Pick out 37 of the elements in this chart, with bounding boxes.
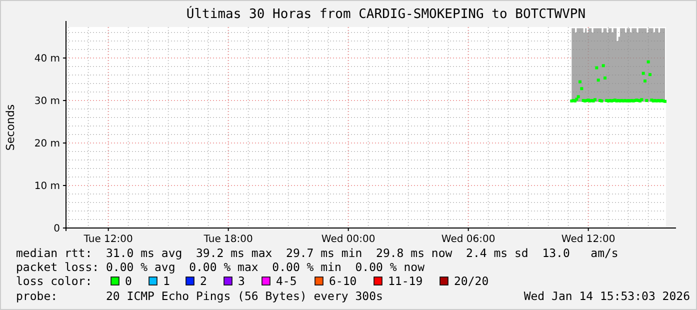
point (595, 66, 598, 70)
point (596, 78, 600, 82)
point (645, 99, 648, 102)
point (602, 64, 605, 68)
point (604, 76, 606, 80)
point (642, 72, 645, 75)
text: probe: 20 ICMP Echo Pings (56 Bytes) every 300s (16, 289, 383, 303)
y-tick-label: 30 m (34, 96, 60, 108)
text: median rtt: 31.0 ms avg 39.2 ms max 29.7 ms min 29.8 ms now 2.4 ms sd 13.0 am/s (16, 246, 618, 260)
y-tick-label: 40 m (34, 54, 60, 65)
text: 1 (163, 274, 170, 288)
text: 6-10 (329, 274, 357, 288)
text: 11-19 (388, 274, 423, 288)
point (576, 95, 580, 98)
text: loss color: (16, 274, 92, 288)
x-tick-label: Wed 12:00 (561, 234, 616, 245)
x-tick-label: Wed 06:00 (441, 234, 496, 245)
point (646, 60, 650, 64)
point (578, 80, 582, 84)
y-tick-label: 0 (54, 224, 60, 234)
y-tick-label: 20 m (34, 138, 60, 150)
point (580, 87, 584, 90)
text: 2 (200, 274, 207, 288)
x-tick-label: Tue 18:00 (202, 234, 253, 245)
x-tick-label: Tue 12:00 (82, 234, 133, 245)
text: 3 (238, 274, 245, 288)
x-tick-label: Wed 00:00 (321, 234, 376, 245)
text: 4-5 (276, 274, 297, 288)
text: 20/20 (454, 274, 489, 288)
y-axis-title: Seconds (4, 104, 17, 151)
y-tick-label: 10 m (34, 181, 60, 192)
text: 0 (125, 274, 132, 288)
point (644, 79, 646, 82)
text: packet loss: 0.00 % avg 0.00 % max 0.00 % min 0.00 % now (16, 260, 425, 274)
text: Wed Jan 14 15:53:03 2026 (524, 289, 690, 303)
chart-title: Últimas 30 Horas from CARDIG-SMOKEPING to BOTCTWVPN (186, 5, 586, 22)
point (648, 73, 652, 76)
